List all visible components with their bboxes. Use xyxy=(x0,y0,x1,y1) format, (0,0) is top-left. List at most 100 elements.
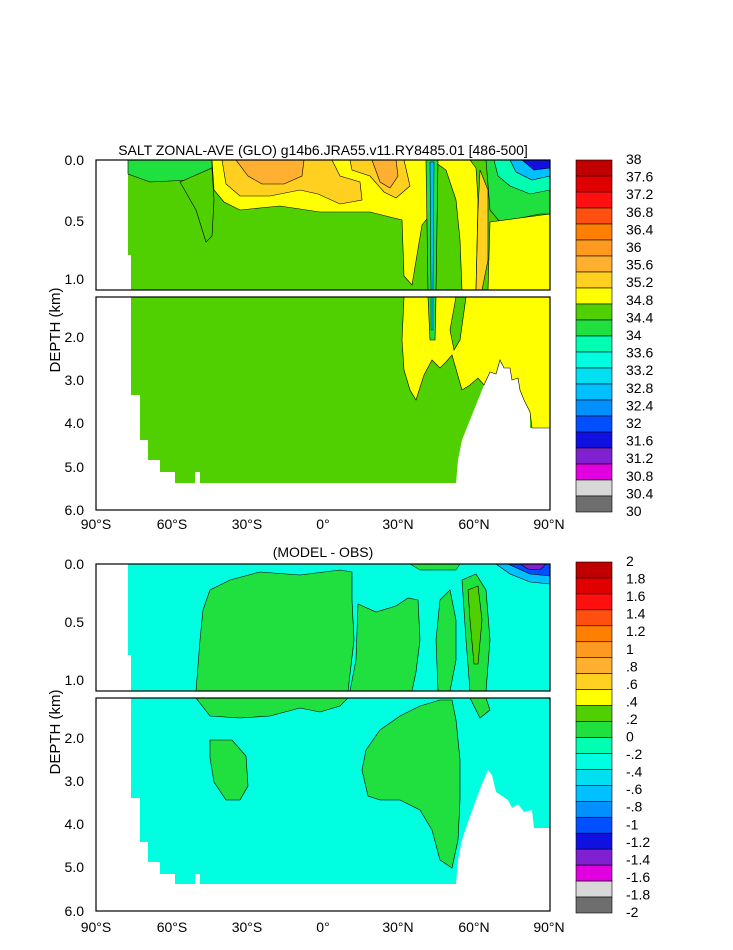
colorbar-swatch xyxy=(575,801,613,818)
y-axis-label: DEPTH (km) xyxy=(47,288,64,373)
colorbar-label: 34 xyxy=(626,327,642,343)
region-arctic-yellow xyxy=(487,213,550,290)
region-positive-2 xyxy=(349,597,421,691)
colorbar-label: 1.6 xyxy=(626,588,646,604)
panel-difference: (MODEL - OBS) DEPTH (km) 0.0 xyxy=(47,544,650,935)
colorbar-label: 30 xyxy=(626,503,642,519)
colorbar: 21.81.61.41.21.8.6.4.20-.2-.4-.6-.8-1-1.… xyxy=(575,553,650,920)
colorbar-label: .4 xyxy=(626,693,638,709)
region-positive-5 xyxy=(467,585,483,665)
colorbar-label: -1.2 xyxy=(626,834,650,850)
x-tick-label: 90°S xyxy=(81,919,112,935)
colorbar-label: 37.6 xyxy=(626,169,653,185)
colorbar-label: -2 xyxy=(626,904,639,920)
colorbar-swatch xyxy=(575,753,613,770)
colorbar-swatch xyxy=(575,737,613,754)
colorbar-label: 33.6 xyxy=(626,345,653,361)
region-north-deep xyxy=(401,297,550,429)
x-tick-label: 90°N xyxy=(533,919,564,935)
colorbar-label: 36.4 xyxy=(626,221,653,237)
x-tick-label: 30°N xyxy=(382,919,413,935)
y-tick-label: 4.0 xyxy=(65,816,85,832)
colorbar-swatch xyxy=(575,335,613,353)
colorbar-label: 31.2 xyxy=(626,450,653,466)
region-north-atlantic xyxy=(431,160,479,290)
region-positive-upper xyxy=(195,698,349,719)
land-mask xyxy=(96,698,550,911)
colorbar-swatch xyxy=(575,880,613,898)
y-axis-label: DEPTH (km) xyxy=(47,690,64,775)
y-ticks: 0.0 0.5 1.0 2.0 3.0 4.0 5.0 6.0 xyxy=(65,556,85,919)
colorbar-swatch xyxy=(575,207,613,225)
region-channel-core xyxy=(429,161,435,290)
colorbar-swatch xyxy=(575,479,613,497)
y-tick-label: 3.0 xyxy=(65,372,85,388)
x-tick-label: 60°S xyxy=(157,516,188,532)
upper-subplot xyxy=(96,160,550,290)
colorbar-label: 32.8 xyxy=(626,380,653,396)
region-max xyxy=(235,160,305,185)
y-tick-label: 0.5 xyxy=(65,213,85,229)
y-tick-label: 1.0 xyxy=(65,672,85,688)
colorbar-swatch xyxy=(575,769,613,786)
colorbar-swatch xyxy=(575,832,613,850)
colorbar-label: 2 xyxy=(626,553,634,569)
colorbar-label: 1.4 xyxy=(626,606,646,622)
colorbar-swatch xyxy=(575,689,613,706)
region-positive-north xyxy=(469,698,491,719)
colorbar-swatch xyxy=(575,447,613,465)
colorbar-swatch xyxy=(575,657,613,674)
panel-title: (MODEL - OBS) xyxy=(273,544,374,560)
land-mask xyxy=(96,564,131,691)
colorbar-label: 36 xyxy=(626,239,642,255)
colorbar-swatch xyxy=(575,673,613,690)
colorbar-label: .6 xyxy=(626,676,638,692)
colorbar-swatch xyxy=(575,383,613,401)
colorbar-label: 32.4 xyxy=(626,397,653,413)
region-north-atlantic-2 xyxy=(475,169,489,290)
region-arctic-negative-3 xyxy=(519,564,547,571)
colorbar-swatch xyxy=(575,816,613,834)
colorbar-label: 37.2 xyxy=(626,186,653,202)
colorbar-swatch xyxy=(575,319,613,337)
colorbar-swatch xyxy=(575,175,613,193)
x-tick-label: 0° xyxy=(316,516,329,532)
colorbar-label: 0 xyxy=(626,729,634,745)
colorbar-swatch xyxy=(575,705,613,722)
colorbar-swatch xyxy=(575,785,613,802)
y-tick-label: 5.0 xyxy=(65,459,85,475)
colorbar-swatch xyxy=(575,415,613,433)
colorbar-swatch xyxy=(575,609,613,627)
colorbar-label: 1 xyxy=(626,641,634,657)
region-positive-deep-2 xyxy=(209,739,249,801)
colorbar-label: .2 xyxy=(626,711,638,727)
lower-subplot xyxy=(96,297,550,510)
colorbar-label: 35.2 xyxy=(626,274,653,290)
land-mask xyxy=(96,297,550,510)
colorbar-swatch xyxy=(575,593,613,611)
colorbar-swatch xyxy=(575,896,613,914)
region-tongue xyxy=(179,167,215,243)
colorbar-swatch xyxy=(575,367,613,385)
colorbar-swatch xyxy=(575,255,613,273)
x-ticks: 90°S 60°S 30°S 0° 30°N 60°N 90°N xyxy=(81,919,565,935)
lower-frame xyxy=(95,296,551,511)
colorbar-swatch xyxy=(575,271,613,289)
y-tick-label: 2.0 xyxy=(65,730,85,746)
colorbar-label: 31.6 xyxy=(626,433,653,449)
colorbar-swatch xyxy=(575,848,613,866)
region-positive-deep xyxy=(361,699,461,869)
colorbar: 38 37.637.2 36.836.4 36 35.635.2 34.834.4 34 33… xyxy=(575,151,653,519)
colorbar-swatch xyxy=(575,239,613,257)
colorbar-label: 30.4 xyxy=(626,485,653,501)
colorbar-label: -.4 xyxy=(626,764,643,780)
region-surface-band xyxy=(409,564,461,571)
x-tick-label: 30°S xyxy=(232,919,263,935)
colorbar-label: 34.4 xyxy=(626,309,653,325)
x-tick-label: 30°S xyxy=(232,516,263,532)
colorbar-label: 34.8 xyxy=(626,292,653,308)
y-ticks: 0.0 0.5 1.0 2.0 3.0 4.0 5.0 6.0 xyxy=(65,152,85,518)
x-tick-label: 60°N xyxy=(458,919,489,935)
